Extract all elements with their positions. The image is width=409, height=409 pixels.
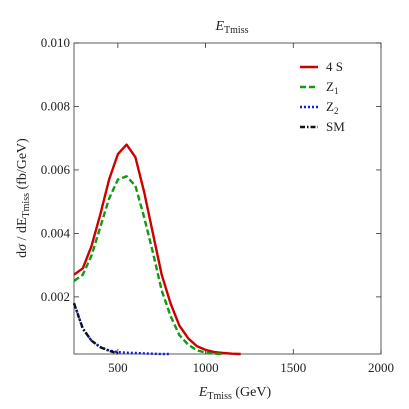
series-line-2 — [72, 302, 171, 356]
legend: 4 S Z1 Z2 SM — [300, 59, 345, 134]
y-tick-label: 0.004 — [41, 225, 71, 240]
ticks: 500 1000 1500 2000 0.002 0.004 0.006 0.008 0.010 — [41, 35, 394, 375]
legend-label-2: Z2 — [326, 99, 338, 116]
y-tick-label: 0.010 — [41, 35, 70, 50]
chart-title: ETmiss — [214, 19, 248, 36]
chart-title-sub: Tmiss — [224, 25, 249, 36]
series-line-3 — [72, 302, 119, 355]
chart-title-main: E — [214, 19, 224, 34]
series-line-1 — [73, 175, 224, 356]
y-tick-label: 0.006 — [41, 162, 71, 177]
legend-label-1: Z1 — [326, 79, 338, 96]
y-axis-label: dσ / dETmiss (fb/GeV) — [15, 138, 32, 258]
x-axis-label: ETmiss (GeV) — [198, 385, 272, 402]
y-tick-label: 0.008 — [41, 98, 70, 113]
x-tick-label: 1500 — [280, 360, 306, 375]
x-tick-label: 500 — [108, 360, 128, 375]
legend-label-3: SM — [326, 119, 345, 134]
legend-label-0: 4 S — [326, 59, 343, 74]
series-line-0 — [73, 143, 241, 356]
y-tick-label: 0.002 — [41, 289, 70, 304]
x-tick-label: 1000 — [193, 360, 219, 375]
series-layer — [72, 143, 241, 356]
x-tick-label: 2000 — [368, 360, 394, 375]
